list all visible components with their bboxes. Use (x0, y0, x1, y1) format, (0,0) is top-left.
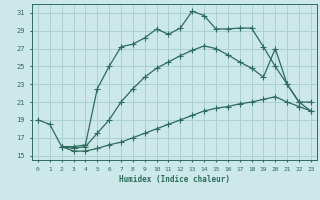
X-axis label: Humidex (Indice chaleur): Humidex (Indice chaleur) (119, 175, 230, 184)
